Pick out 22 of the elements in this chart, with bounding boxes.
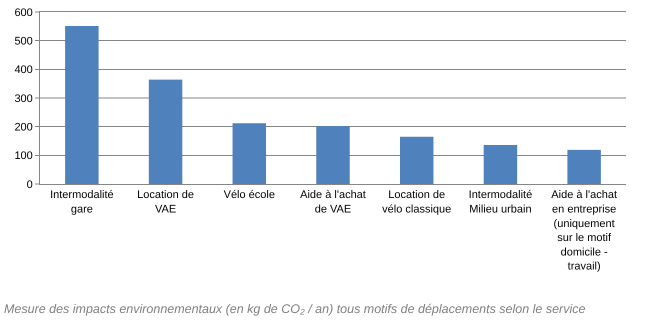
bar [484, 145, 518, 184]
x-tick-label: Aide à l'achat en entreprise (uniquement sur le motif domicile - travail) [551, 189, 617, 273]
y-tick-label: 500 [14, 36, 33, 48]
y-tick-label: 0 [26, 178, 33, 191]
y-tick-label: 400 [14, 64, 33, 76]
y-tick-label: 600 [14, 6, 33, 19]
y-tick-label: 200 [14, 122, 33, 134]
x-tick-label: Location de vélo classique [382, 189, 452, 216]
bar [567, 150, 601, 184]
x-tick-label: Aide à l'achat de VAE [300, 189, 366, 216]
x-tick-label: Intermodalité Milieu urbain [468, 189, 532, 216]
bar [232, 123, 266, 184]
bar [400, 136, 434, 184]
bar [148, 80, 182, 184]
y-tick-label: 100 [14, 150, 33, 162]
y-tick-label: 300 [14, 92, 33, 105]
text: Mesure des impacts environnementaux (en kg de CO₂ / an) tous motifs de déplacements selon le service [4, 302, 586, 316]
x-tick-label: Location de VAE [137, 189, 194, 216]
x-tick-label: Intermodalité gare [50, 189, 114, 216]
x-tick-label: Vélo école [224, 189, 275, 202]
bar [65, 26, 99, 184]
bar [316, 126, 350, 184]
